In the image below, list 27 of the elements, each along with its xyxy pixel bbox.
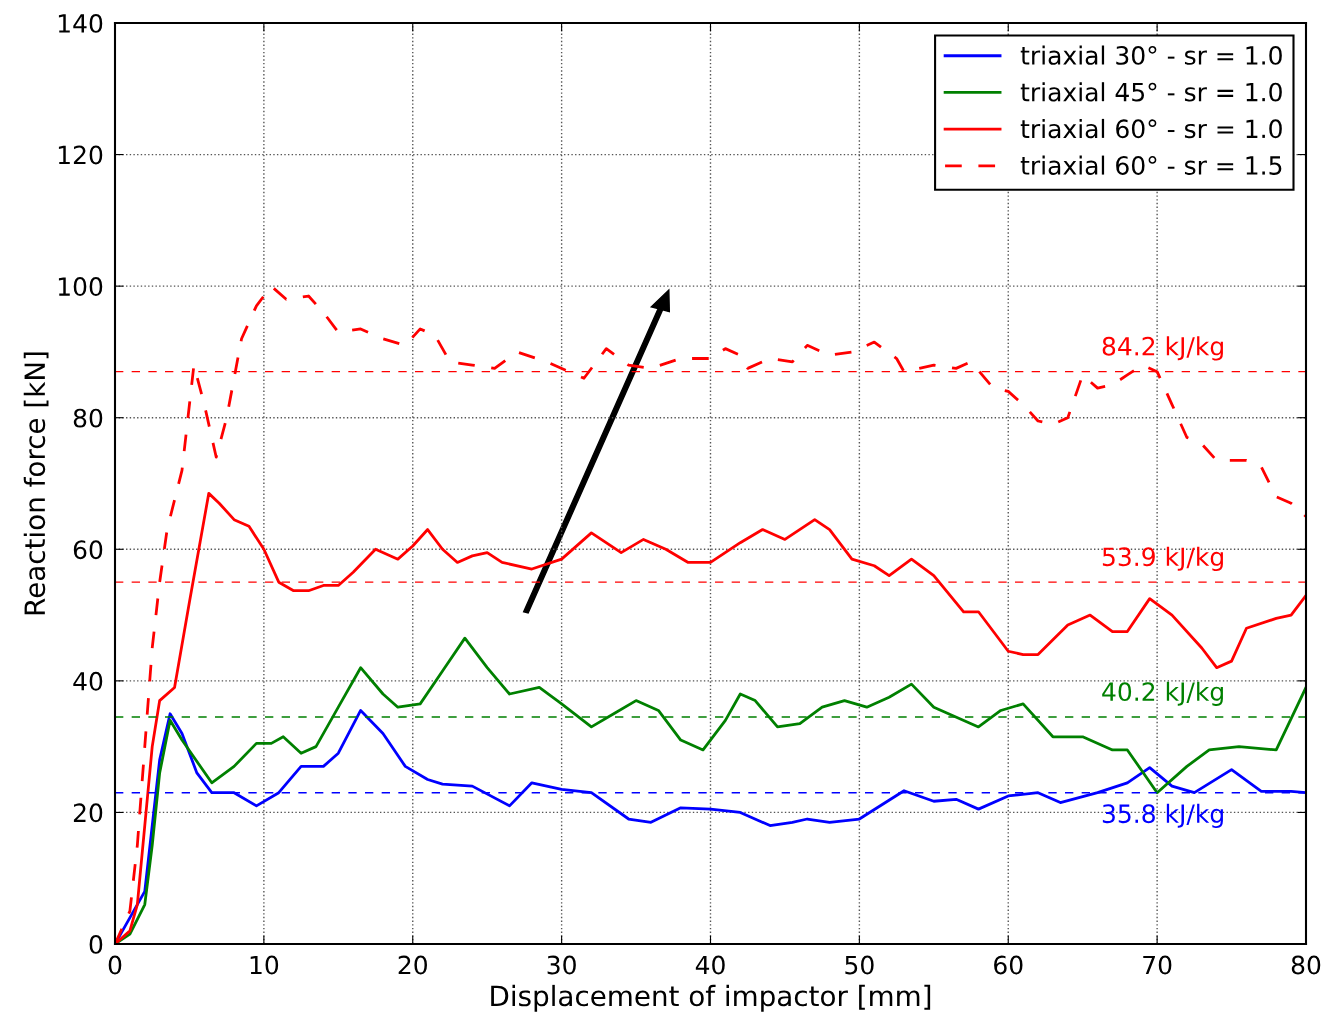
y-tick-label: 40 [73, 671, 103, 691]
x-tick-label: 0 [108, 955, 122, 975]
x-tick-label: 30 [547, 955, 576, 975]
y-tick-label: 140 [58, 13, 103, 33]
x-tick-label: 20 [398, 955, 427, 975]
y-tick-label: 120 [58, 145, 103, 165]
ref-line-label: 35.8 kJ/kg [1102, 803, 1223, 828]
y-tick-label: 20 [73, 803, 103, 823]
legend-label: triaxial 45° - sr = 1.0 [1020, 82, 1282, 102]
x-tick-label: 60 [994, 955, 1023, 975]
ref-line-label: 84.2 kJ/kg [1102, 336, 1223, 361]
y-tick-label: 80 [73, 408, 103, 428]
y-tick-label: 100 [58, 277, 103, 296]
legend-label: triaxial 60° - sr = 1.0 [1020, 118, 1282, 139]
ref-line-label: 53.9 kJ/kg [1102, 546, 1223, 572]
x-tick-label: 50 [845, 955, 874, 975]
y-axis-title: Reaction force [kN] [23, 352, 49, 615]
x-tick-label: 40 [695, 955, 725, 975]
x-tick-label: 70 [1143, 955, 1172, 975]
y-tick-label: 0 [89, 934, 103, 954]
y-tick-label: 60 [73, 540, 103, 560]
x-tick-label: 80 [1291, 955, 1321, 975]
x-tick-label: 10 [250, 955, 279, 975]
legend-label: triaxial 30° - sr = 1.0 [1020, 45, 1282, 65]
x-axis-title: Displacement of impactor [mm] [491, 984, 931, 1012]
ref-line-label: 40.2 kJ/kg [1102, 681, 1223, 706]
legend-label: triaxial 60° - sr = 1.5 [1020, 155, 1282, 175]
